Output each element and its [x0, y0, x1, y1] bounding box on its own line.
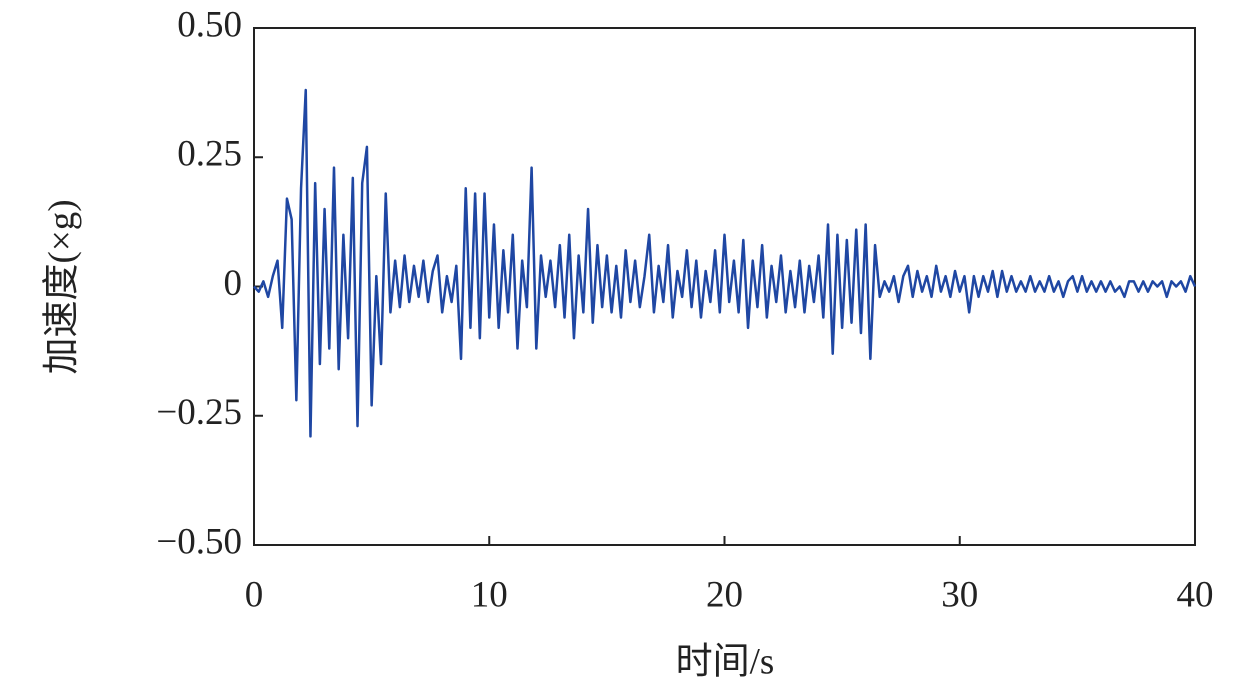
y-tick-label: 0.50	[177, 4, 242, 45]
x-tick-label: 10	[471, 574, 508, 615]
x-axis-label: 时间/s	[676, 641, 775, 682]
data-line	[253, 88, 1197, 438]
y-tick-label: 0	[224, 263, 243, 304]
y-tick-label: 0.25	[177, 134, 242, 175]
y-tick-label: −0.50	[156, 521, 242, 562]
x-tick-label: 20	[706, 574, 743, 615]
x-tick-label: 0	[245, 574, 264, 615]
x-tick-label: 30	[941, 574, 978, 615]
y-axis-label: 加速度(×g)	[40, 199, 82, 374]
y-tick-label: −0.25	[156, 392, 242, 433]
plot-frame	[253, 27, 1196, 546]
x-tick-label: 40	[1177, 574, 1214, 615]
